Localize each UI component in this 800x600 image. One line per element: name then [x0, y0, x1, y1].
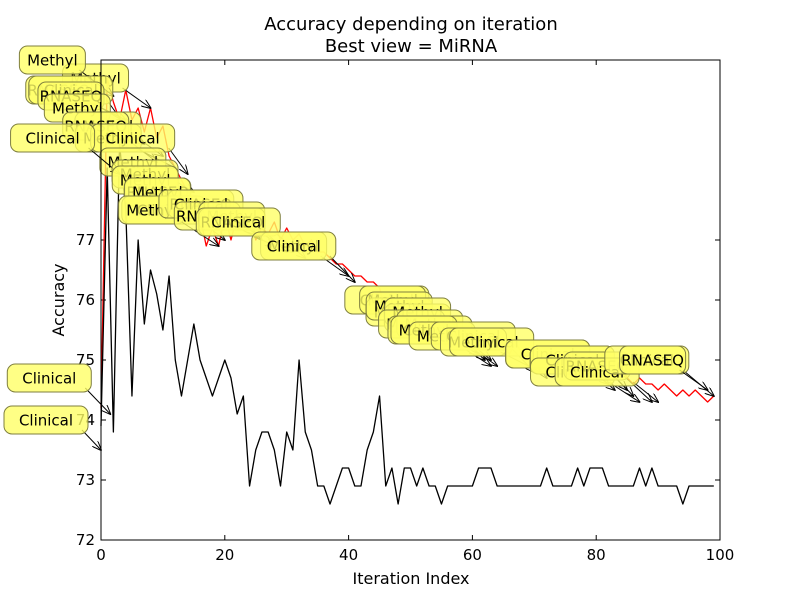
- annotation-arrow: [329, 255, 355, 282]
- chart-subtitle: Best view = MiRNA: [325, 36, 498, 57]
- x-tick-label: 80: [587, 546, 606, 564]
- x-tick-label: 60: [463, 546, 482, 564]
- x-axis-label: Iteration Index: [353, 569, 470, 588]
- annotation-label: RNASEQ: [621, 352, 684, 370]
- annotation-box: [6, 363, 92, 393]
- annotation-arrow: [168, 147, 188, 174]
- annotation-box: [3, 405, 89, 435]
- annotation-arrow: [81, 429, 101, 450]
- annotation-callouts: MethylMethylRNASEQClinicalRNASEQMethylMe…: [3, 45, 714, 450]
- annotation-arrow: [122, 87, 151, 108]
- annotation-label: Clinical: [211, 214, 265, 232]
- x-tick-label: 0: [96, 546, 106, 564]
- y-axis-label: Accuracy: [49, 263, 68, 336]
- y-tick-label: 76: [76, 291, 95, 309]
- y-tick-label: 73: [76, 471, 95, 489]
- annotation-box: [619, 345, 687, 375]
- annotation-label: Clinical: [106, 130, 160, 148]
- annotation-box: [10, 123, 96, 153]
- annotation-callout: Clinical: [90, 123, 188, 174]
- annotation-box: [18, 45, 86, 75]
- annotation-box: [251, 231, 337, 261]
- annotation-box: [195, 207, 281, 237]
- annotation-arrow: [84, 387, 110, 414]
- plot-area-frame: [100, 59, 721, 541]
- annotation-callout: Clinical: [195, 207, 305, 258]
- annotation-callout: Clinical: [3, 405, 101, 450]
- annotation-callout: Clinical: [10, 123, 120, 174]
- annotation-label: Clinical: [22, 370, 76, 388]
- y-tick-label: 72: [76, 531, 95, 549]
- x-tick-label: 40: [339, 546, 358, 564]
- annotation-label: Clinical: [19, 412, 73, 430]
- annotation-callout: Methyl: [18, 45, 113, 96]
- x-tick-label: 20: [215, 546, 234, 564]
- annotation-label: Methyl: [27, 52, 78, 70]
- annotation-callout: Clinical: [6, 363, 110, 414]
- series-line-2: [100, 143, 714, 505]
- annotation-callout: Clinical: [251, 231, 355, 282]
- chart-title: Accuracy depending on iteration: [264, 14, 557, 35]
- annotation-label: Clinical: [26, 130, 80, 148]
- annotation-arrow: [679, 369, 708, 390]
- x-tick-label: 100: [706, 546, 735, 564]
- annotation-callout: RNASEQ: [619, 345, 708, 390]
- y-tick-label: 77: [76, 231, 95, 249]
- annotation-label: Clinical: [267, 238, 321, 256]
- annotation-arrow: [632, 381, 658, 402]
